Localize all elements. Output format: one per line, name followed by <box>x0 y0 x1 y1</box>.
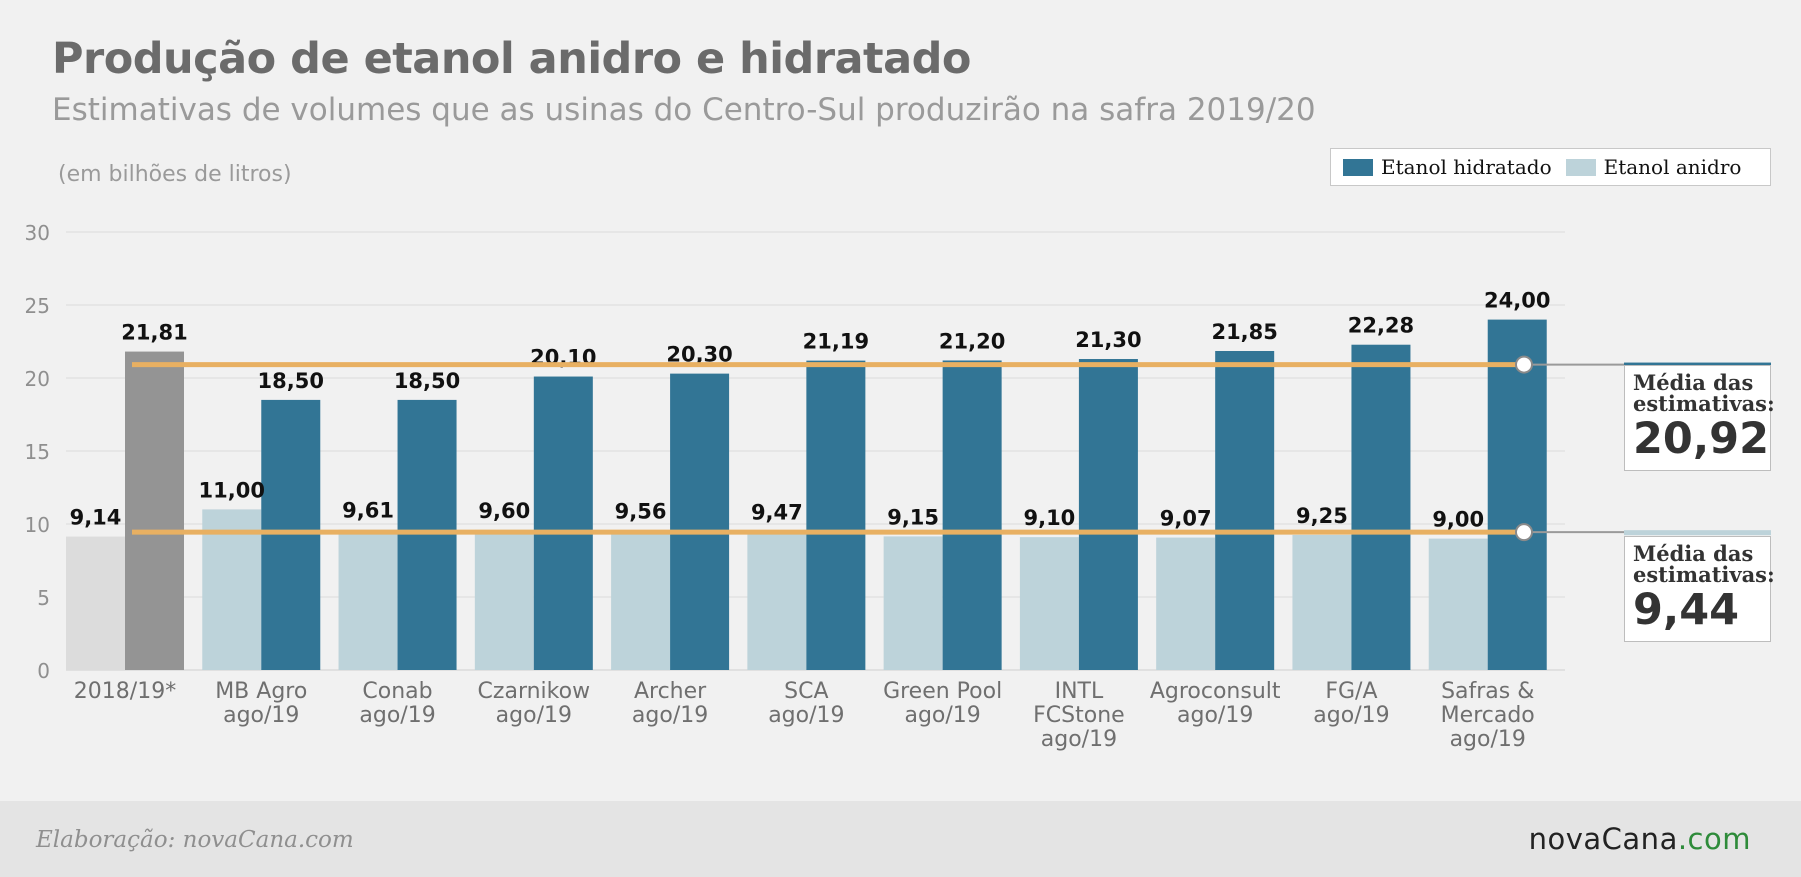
footer: Elaboração: novaCana.com novaCana.com <box>0 801 1801 877</box>
average-dot-anidro <box>1515 523 1533 542</box>
credit-text: Elaboração: novaCana.com <box>36 827 354 853</box>
average-box-hidratado: Média das estimativas: 20,92 <box>1624 365 1775 471</box>
bar-hidratado <box>806 360 866 670</box>
bar-hidratado <box>1078 359 1138 670</box>
x-tick-label: FCStone <box>1033 703 1125 728</box>
data-label-anidro: 9,10 <box>1023 506 1075 530</box>
data-label-anidro: 9,60 <box>478 499 530 523</box>
bar-anidro <box>747 531 807 670</box>
y-tick-label: 25 <box>25 294 50 318</box>
data-label-hidratado: 21,30 <box>1075 328 1141 352</box>
brand-name: novaCana <box>1528 822 1678 856</box>
bar-anidro <box>1428 538 1488 670</box>
bar-anidro <box>1156 537 1216 670</box>
bar-hidratado <box>125 351 184 670</box>
data-label-hidratado: 22,28 <box>1348 314 1414 338</box>
x-tick-label: INTL <box>1055 679 1104 704</box>
y-tick-label: 20 <box>25 367 50 391</box>
y-tick-label: 10 <box>25 513 50 537</box>
x-tick-label: Agroconsult <box>1150 679 1281 704</box>
legend: Etanol hidratado Etanol anidro <box>1330 148 1771 186</box>
bar-hidratado <box>670 373 730 670</box>
x-tick-label: Conab <box>362 679 432 704</box>
legend-label-anidro: Etanol anidro <box>1603 155 1742 179</box>
y-tick-label: 0 <box>37 659 50 683</box>
x-tick-label: ago/19 <box>496 703 572 728</box>
data-label-anidro: 9,56 <box>615 499 667 523</box>
average-box-anidro: Média das estimativas: 9,44 <box>1624 536 1775 642</box>
x-tick-label: ago/19 <box>1450 727 1526 752</box>
average-marker-anidro <box>1624 530 1771 536</box>
x-tick-label: MB Agro <box>215 679 307 704</box>
x-tick-label: SCA <box>784 679 828 704</box>
average-label-hidratado: Média das estimativas: <box>1633 370 1775 416</box>
x-tick-label: ago/19 <box>1313 703 1389 728</box>
bar-anidro <box>66 536 125 670</box>
legend-item-hidratado: Etanol hidratado <box>1343 155 1552 179</box>
bar-chart: 0 5 10 15 20 25 30 9,14 21,81 2018/19* 11,00 18,50 M… <box>25 221 1771 752</box>
brand-logo: novaCana.com <box>1529 822 1751 856</box>
bar-anidro <box>1019 537 1079 670</box>
data-label-anidro: 9,07 <box>1160 507 1212 531</box>
x-tick-label: Archer <box>634 679 707 704</box>
average-value-anidro: 9,44 <box>1633 585 1740 635</box>
bar-anidro <box>1292 534 1352 670</box>
x-tick-label: ago/19 <box>223 703 299 728</box>
x-tick-label: ago/19 <box>1041 727 1117 752</box>
x-tick-label: Mercado <box>1441 703 1535 728</box>
legend-label-hidratado: Etanol hidratado <box>1381 155 1552 179</box>
bar-hidratado <box>261 399 321 670</box>
data-label-anidro: 9,15 <box>887 505 939 529</box>
data-label-hidratado: 18,50 <box>394 369 460 393</box>
data-label-anidro: 9,14 <box>70 506 122 530</box>
bar-hidratado <box>1487 319 1547 670</box>
chart-subtitle: Estimativas de volumes que as usinas do … <box>52 92 1316 128</box>
bar-anidro <box>202 509 262 670</box>
bar-hidratado <box>1351 344 1411 670</box>
legend-swatch-hidratado <box>1343 158 1373 176</box>
data-label-hidratado: 24,00 <box>1484 289 1550 313</box>
data-label-anidro: 9,47 <box>751 501 803 525</box>
average-dot-hidratado <box>1515 355 1533 374</box>
data-label-anidro: 9,61 <box>342 499 394 523</box>
x-tick-label: ago/19 <box>904 703 980 728</box>
x-tick-label: FG/A <box>1325 679 1377 704</box>
average-label-anidro: Média das estimativas: <box>1633 541 1775 587</box>
bar-anidro <box>474 529 534 670</box>
x-tick-label: Czarnikow <box>478 679 591 704</box>
bar-hidratado <box>1215 350 1275 670</box>
bar-anidro <box>883 536 943 670</box>
x-tick-label: 2018/19* <box>74 679 176 704</box>
average-value-hidratado: 20,92 <box>1633 414 1770 464</box>
data-label-hidratado: 21,19 <box>803 330 869 354</box>
data-label-anidro: 9,00 <box>1432 508 1484 532</box>
legend-item-anidro: Etanol anidro <box>1565 155 1742 179</box>
y-tick-label: 15 <box>25 440 50 464</box>
data-label-anidro: 11,00 <box>199 478 265 502</box>
bar-hidratado <box>533 376 593 670</box>
data-label-hidratado: 18,50 <box>258 369 324 393</box>
x-tick-label: Safras & <box>1441 679 1534 704</box>
bar-anidro <box>611 530 671 670</box>
x-tick-label: ago/19 <box>632 703 708 728</box>
data-label-anidro: 9,25 <box>1296 504 1348 528</box>
y-tick-label: 30 <box>25 221 50 245</box>
bar-hidratado <box>397 399 457 670</box>
data-label-hidratado: 21,85 <box>1211 320 1277 344</box>
x-tick-label: Green Pool <box>883 679 1002 704</box>
bar-anidro <box>338 529 398 670</box>
legend-swatch-anidro <box>1565 158 1596 176</box>
x-tick-label: ago/19 <box>1177 703 1253 728</box>
x-tick-label: ago/19 <box>768 703 844 728</box>
data-label-hidratado: 21,81 <box>121 321 187 345</box>
unit-label: (em bilhões de litros) <box>58 162 292 187</box>
y-tick-label: 5 <box>37 586 50 610</box>
bar-hidratado <box>942 360 1002 670</box>
x-tick-label: ago/19 <box>359 703 435 728</box>
data-label-hidratado: 21,20 <box>939 329 1005 353</box>
chart-title: Produção de etanol anidro e hidratado <box>52 34 971 84</box>
brand-domain: .com <box>1677 822 1751 856</box>
